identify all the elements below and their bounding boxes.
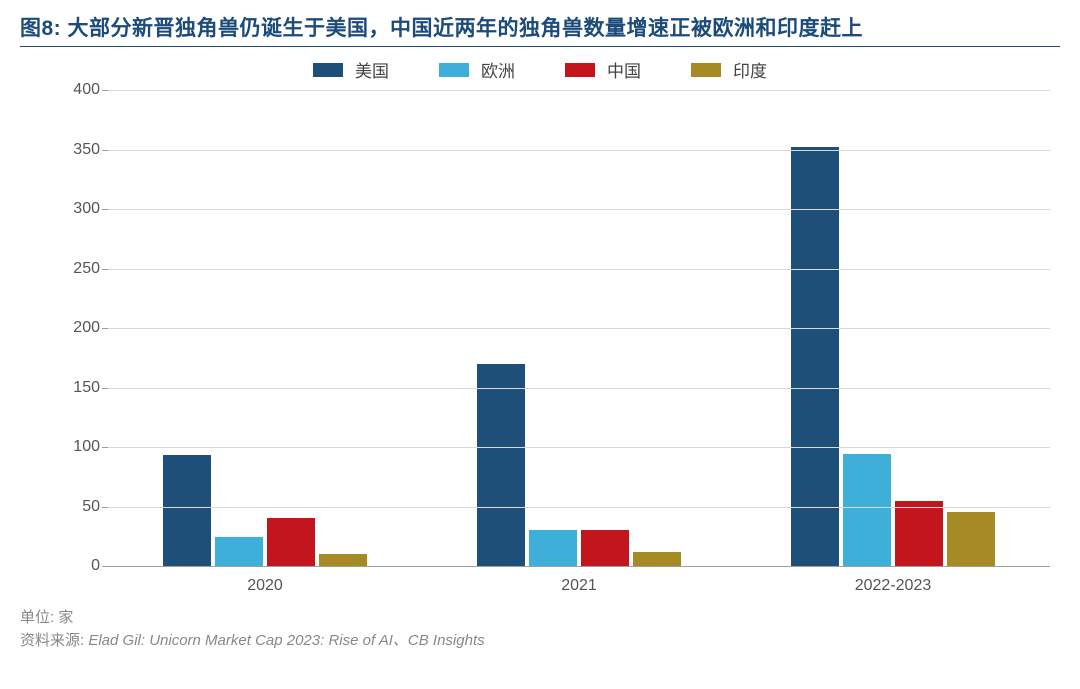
legend-item: 印度 xyxy=(691,57,767,82)
bar xyxy=(215,537,263,566)
gridline xyxy=(108,269,1050,270)
gridline xyxy=(108,507,1050,508)
y-axis-label: 50 xyxy=(58,498,100,516)
y-tick xyxy=(102,447,108,448)
y-axis-label: 150 xyxy=(58,379,100,397)
y-axis-label: 300 xyxy=(58,200,100,218)
chart-title: 图8: 大部分新晋独角兽仍诞生于美国，中国近两年的独角兽数量增速正被欧洲和印度赶… xyxy=(20,12,1060,42)
bar xyxy=(633,552,681,566)
unit-label: 单位: 家 xyxy=(20,607,1060,630)
legend-swatch xyxy=(565,63,595,77)
legend-item: 中国 xyxy=(565,57,641,82)
legend-item: 欧洲 xyxy=(439,57,515,82)
x-axis-label: 2020 xyxy=(108,577,422,595)
gridline xyxy=(108,150,1050,151)
legend-swatch xyxy=(439,63,469,77)
bar xyxy=(267,518,315,566)
bar xyxy=(843,454,891,566)
source-text: Elad Gil: Unicorn Market Cap 2023: Rise … xyxy=(88,632,484,649)
y-axis-label: 350 xyxy=(58,141,100,159)
legend-label: 美国 xyxy=(355,57,389,82)
legend-item: 美国 xyxy=(313,57,389,82)
gridline xyxy=(108,388,1050,389)
y-tick xyxy=(102,507,108,508)
bar xyxy=(163,455,211,566)
bar xyxy=(477,364,525,566)
y-tick xyxy=(102,209,108,210)
bar xyxy=(581,530,629,566)
legend: 美国 欧洲 中国 印度 xyxy=(20,57,1060,82)
gridline xyxy=(108,90,1050,91)
gridline xyxy=(108,209,1050,210)
chart-footer: 单位: 家 资料来源: Elad Gil: Unicorn Market Cap… xyxy=(20,607,1060,652)
x-axis-label: 2022-2023 xyxy=(736,577,1050,595)
legend-swatch xyxy=(691,63,721,77)
y-axis-label: 200 xyxy=(58,319,100,337)
legend-label: 欧洲 xyxy=(481,57,515,82)
bar xyxy=(529,530,577,566)
gridline xyxy=(108,447,1050,448)
legend-label: 印度 xyxy=(733,57,767,82)
y-tick xyxy=(102,566,108,567)
x-axis-label: 2021 xyxy=(422,577,736,595)
gridline xyxy=(108,328,1050,329)
source-label: 资料来源: xyxy=(20,632,88,649)
legend-label: 中国 xyxy=(607,57,641,82)
plot-area: 050100150200250300350400 xyxy=(108,90,1050,567)
y-axis-label: 250 xyxy=(58,260,100,278)
y-tick xyxy=(102,150,108,151)
y-tick xyxy=(102,90,108,91)
y-axis-label: 0 xyxy=(58,557,100,575)
y-tick xyxy=(102,328,108,329)
bar xyxy=(895,501,943,566)
x-axis-labels: 202020212022-2023 xyxy=(108,577,1050,595)
source-line: 资料来源: Elad Gil: Unicorn Market Cap 2023:… xyxy=(20,630,1060,653)
y-tick xyxy=(102,388,108,389)
bar xyxy=(947,512,995,566)
y-axis-label: 100 xyxy=(58,438,100,456)
y-tick xyxy=(102,269,108,270)
title-underline xyxy=(20,46,1060,47)
chart: 050100150200250300350400 202020212022-20… xyxy=(60,90,1050,595)
y-axis-label: 400 xyxy=(58,81,100,99)
legend-swatch xyxy=(313,63,343,77)
bar xyxy=(319,554,367,566)
